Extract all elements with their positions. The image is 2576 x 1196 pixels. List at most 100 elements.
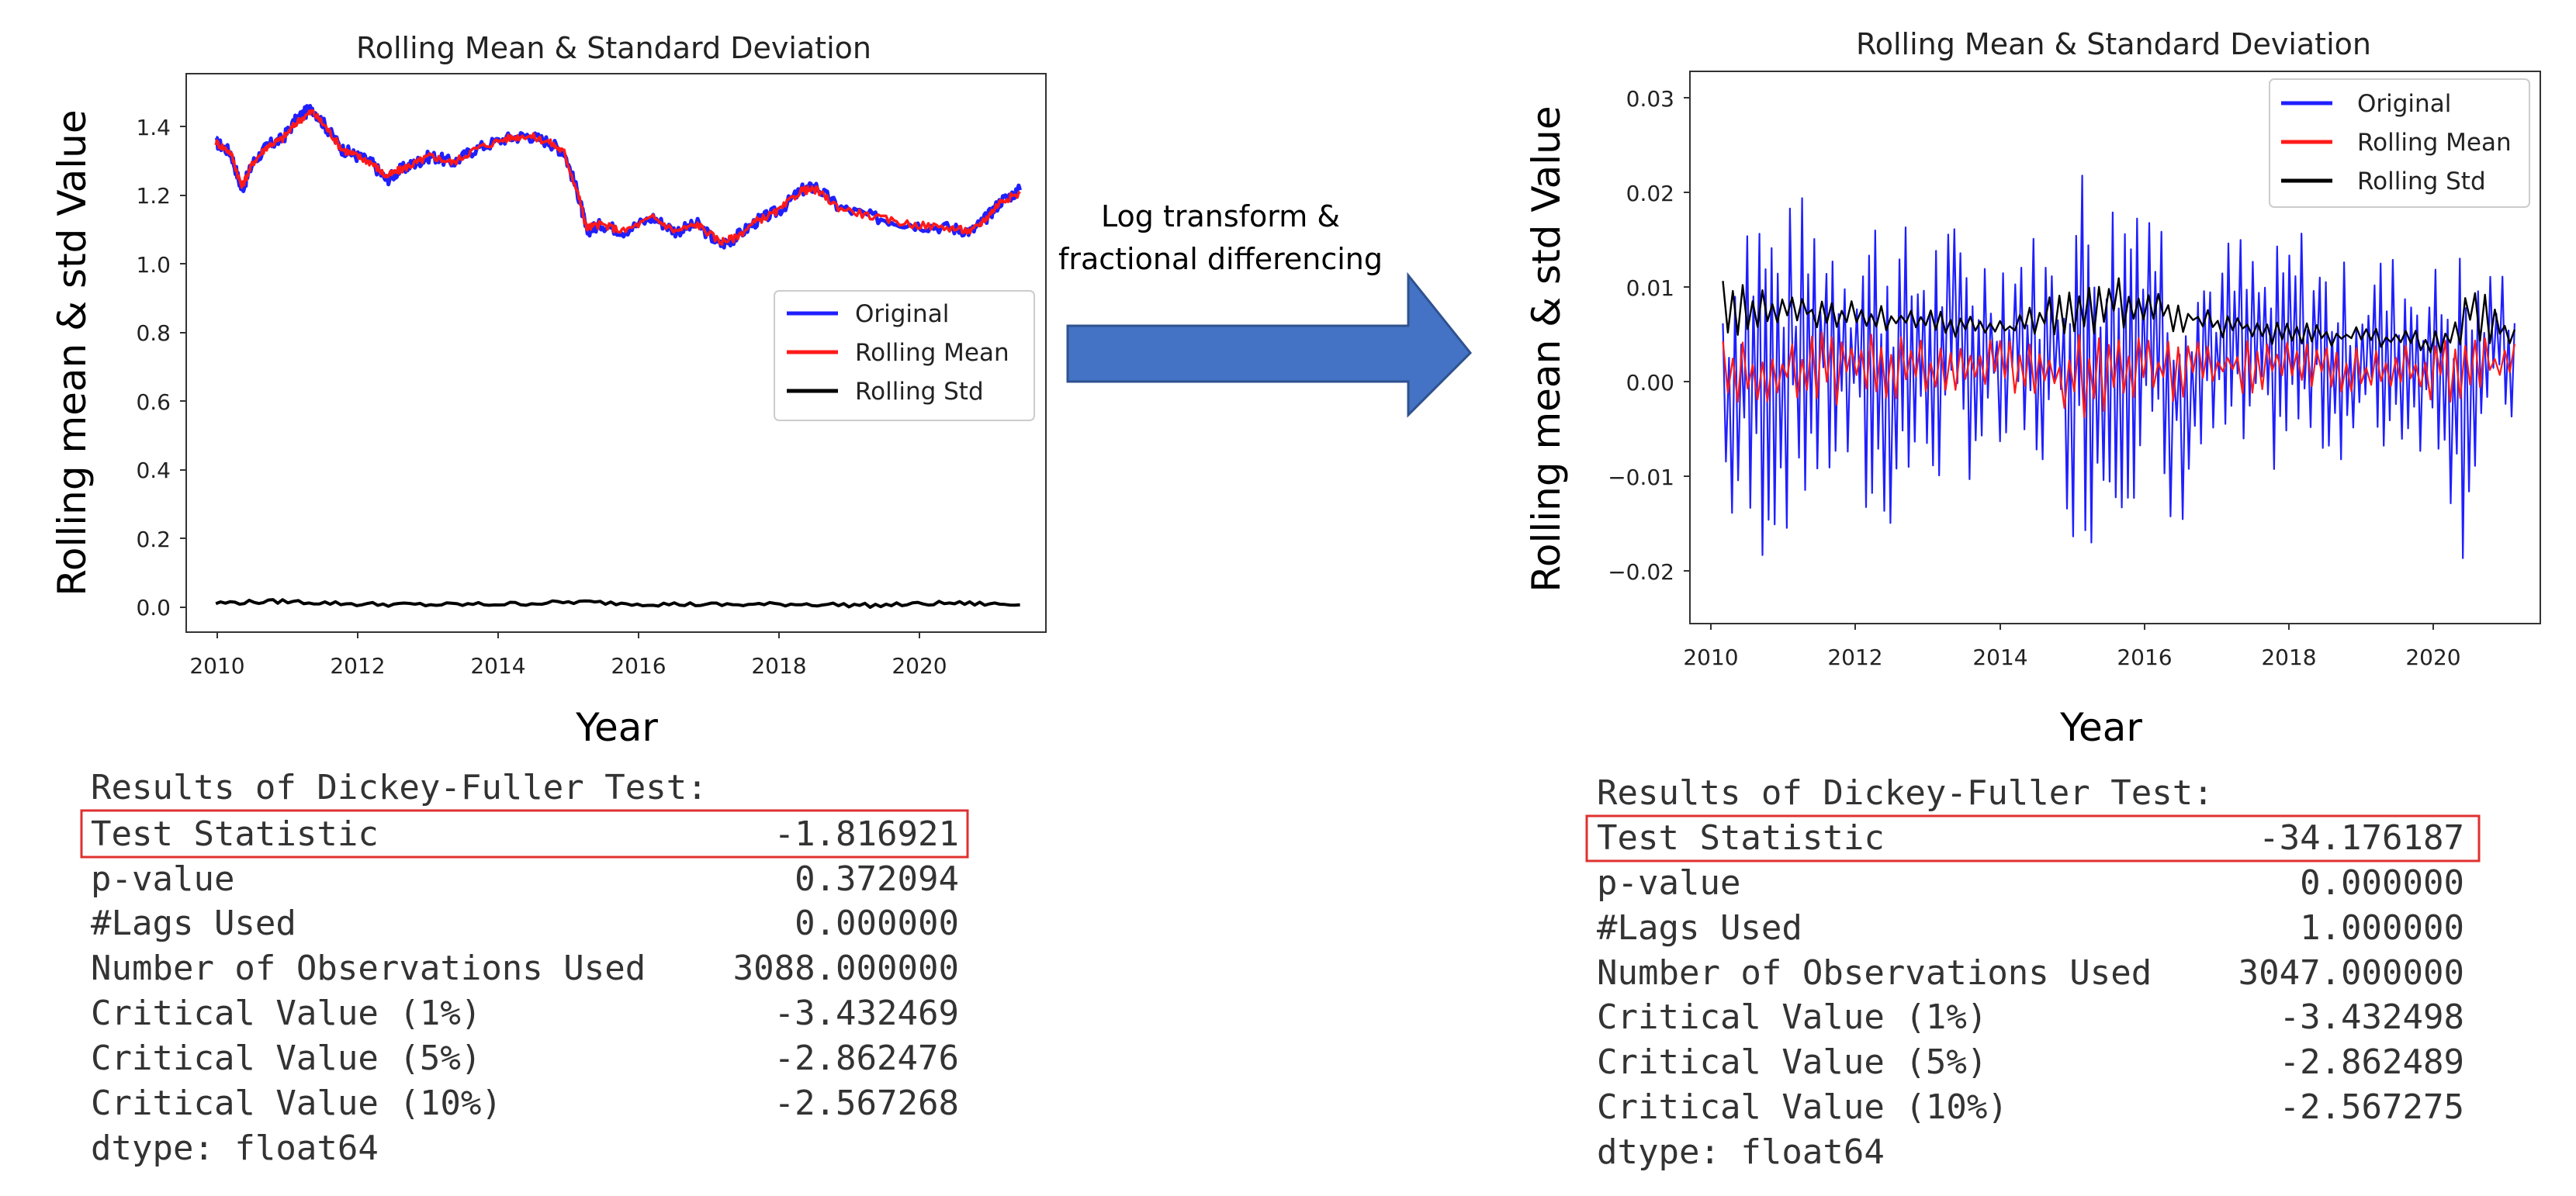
xtick-label: 2014 bbox=[470, 653, 525, 679]
chart-left-ticks bbox=[180, 126, 920, 638]
df-row-label: Test Statistic bbox=[91, 814, 379, 854]
df-row-label: Critical Value (1%) bbox=[91, 994, 481, 1033]
df-footer: dtype: float64 bbox=[1597, 1132, 1885, 1172]
rolling-mean-series-band bbox=[1722, 331, 2515, 419]
series-line-rolling-std bbox=[1722, 277, 2516, 354]
legend-label-rolling-std: Rolling Std bbox=[2357, 168, 2486, 195]
arrow-shape bbox=[1066, 271, 1473, 418]
rolling-std-series-band bbox=[1722, 277, 2516, 354]
xtick-label: 2014 bbox=[1972, 645, 2027, 670]
df-footer: dtype: float64 bbox=[91, 1129, 379, 1168]
xtick-label: 2016 bbox=[2117, 645, 2172, 670]
df-header: Results of Dickey-Fuller Test: bbox=[1597, 773, 2214, 813]
ytick-label: 0.00 bbox=[1626, 370, 1674, 396]
df-row-label: p-value bbox=[1597, 863, 1740, 903]
series-line-rolling-mean bbox=[1722, 331, 2515, 419]
df-row-value: -2.567275 bbox=[2280, 1087, 2464, 1127]
test-statistic-highlight bbox=[1585, 814, 2481, 862]
ytick-label: 0.6 bbox=[136, 389, 171, 415]
chart-right-xlabel: Year bbox=[2059, 705, 2142, 750]
df-results-right: Results of Dickey-Fuller Test: Test Stat… bbox=[1585, 773, 2481, 1172]
series-line-original bbox=[1722, 175, 2515, 559]
df-row-value: 0.000000 bbox=[2300, 863, 2464, 903]
df-row-label: Critical Value (10%) bbox=[1597, 1087, 2008, 1127]
df-row-value: 0.372094 bbox=[795, 859, 959, 899]
df-row-label: Critical Value (1%) bbox=[1597, 997, 1987, 1037]
xtick-label: 2012 bbox=[1827, 645, 1882, 670]
xtick-label: 2020 bbox=[892, 653, 947, 679]
df-row-label: #Lags Used bbox=[1597, 908, 1802, 948]
df-row-value: -2.862476 bbox=[774, 1039, 959, 1078]
chart-right-ylabel: Rolling mean & std Value bbox=[1524, 105, 1569, 592]
ytick-label: 0.0 bbox=[136, 595, 171, 620]
df-row-label: Test Statistic bbox=[1597, 818, 1885, 858]
chart-right-title: Rolling Mean & Standard Deviation bbox=[1856, 27, 2371, 61]
ytick-label: 0.2 bbox=[136, 527, 171, 552]
xtick-label: 2016 bbox=[611, 653, 666, 679]
chart-left-xticks: 2010 2012 2014 2016 2018 2020 bbox=[189, 653, 947, 679]
ytick-label: 1.2 bbox=[136, 183, 171, 209]
df-row-value: 0.000000 bbox=[795, 904, 959, 943]
chart-right: Rolling Mean & Standard Deviation 0.03 0… bbox=[1524, 27, 2541, 750]
legend-box bbox=[774, 290, 1035, 421]
ytick-label: 0.8 bbox=[136, 320, 171, 346]
ytick-label: 0.4 bbox=[136, 458, 171, 483]
df-header: Results of Dickey-Fuller Test: bbox=[91, 768, 708, 807]
chart-right-ticks bbox=[1684, 97, 2434, 630]
ytick-label: −0.02 bbox=[1608, 559, 1674, 585]
df-row-value: -3.432469 bbox=[774, 994, 959, 1033]
chart-left-legend: Original Rolling Mean Rolling Std bbox=[774, 290, 1035, 421]
xtick-label: 2010 bbox=[1683, 645, 1738, 670]
chart-right-yticks: 0.03 0.02 0.01 0.00 −0.01 −0.02 bbox=[1608, 86, 1674, 585]
legend-label-original: Original bbox=[2357, 90, 2451, 118]
df-row-value: -2.567268 bbox=[774, 1084, 959, 1123]
df-row-label: #Lags Used bbox=[91, 904, 296, 943]
chart-right-xticks: 2010 2012 2014 2016 2018 2020 bbox=[1683, 645, 2460, 670]
xtick-label: 2012 bbox=[330, 653, 385, 679]
df-results-left: Results of Dickey-Fuller Test: Test Stat… bbox=[80, 768, 969, 1168]
ytick-label: 1.0 bbox=[136, 252, 171, 278]
df-row-label: Critical Value (10%) bbox=[91, 1084, 502, 1123]
legend-label-rolling-mean: Rolling Mean bbox=[855, 339, 1009, 367]
rolling-mean-series-line bbox=[214, 109, 1021, 247]
chart-left-title: Rolling Mean & Standard Deviation bbox=[356, 31, 871, 65]
ytick-label: 0.03 bbox=[1626, 86, 1674, 112]
legend-box bbox=[2269, 78, 2530, 208]
chart-left: Rolling Mean & Standard Deviation 1.4 1.… bbox=[50, 31, 1047, 750]
legend-label-rolling-mean: Rolling Mean bbox=[2357, 129, 2512, 157]
legend-label-rolling-std: Rolling Std bbox=[855, 378, 984, 406]
xtick-label: 2020 bbox=[2405, 645, 2460, 670]
ytick-label: −0.01 bbox=[1608, 465, 1674, 490]
rolling-std-series-line bbox=[215, 598, 1020, 609]
df-row-value: 3047.000000 bbox=[2238, 953, 2464, 993]
test-statistic-highlight bbox=[80, 809, 969, 859]
chart-left-ylabel: Rolling mean & std Value bbox=[50, 109, 95, 596]
chart-left-series bbox=[214, 104, 1023, 609]
chart-left-yticks: 1.4 1.2 1.0 0.8 0.6 0.4 0.2 0.0 bbox=[136, 115, 171, 620]
ytick-label: 1.4 bbox=[136, 115, 171, 140]
df-row-value: -3.432498 bbox=[2280, 997, 2464, 1037]
df-row-label: Number of Observations Used bbox=[91, 949, 646, 988]
df-row-value: -2.862489 bbox=[2280, 1042, 2464, 1082]
df-row-label: Number of Observations Used bbox=[1597, 953, 2152, 993]
transform-arrow: Log transform & fractional differencing bbox=[1058, 199, 1473, 418]
ytick-label: 0.02 bbox=[1626, 181, 1674, 206]
chart-left-xlabel: Year bbox=[575, 705, 658, 750]
arrow-label-line1: Log transform & bbox=[1101, 199, 1340, 233]
legend-label-original: Original bbox=[855, 300, 949, 328]
xtick-label: 2018 bbox=[751, 653, 806, 679]
arrow-label-line2: fractional differencing bbox=[1058, 242, 1383, 276]
df-row-value: 1.000000 bbox=[2300, 908, 2464, 948]
ytick-label: 0.01 bbox=[1626, 275, 1674, 301]
xtick-label: 2010 bbox=[189, 653, 244, 679]
original-series-band bbox=[1722, 175, 2515, 559]
df-row-value: -1.816921 bbox=[774, 814, 959, 854]
chart-right-legend: Original Rolling Mean Rolling Std bbox=[2269, 78, 2530, 208]
df-row-value: -34.176187 bbox=[2259, 818, 2464, 858]
df-row-value: 3088.000000 bbox=[733, 949, 959, 988]
xtick-label: 2018 bbox=[2261, 645, 2316, 670]
chart-right-series bbox=[1722, 175, 2516, 559]
df-row-label: Critical Value (5%) bbox=[1597, 1042, 1987, 1082]
df-row-label: p-value bbox=[91, 859, 234, 899]
df-row-label: Critical Value (5%) bbox=[91, 1039, 481, 1078]
